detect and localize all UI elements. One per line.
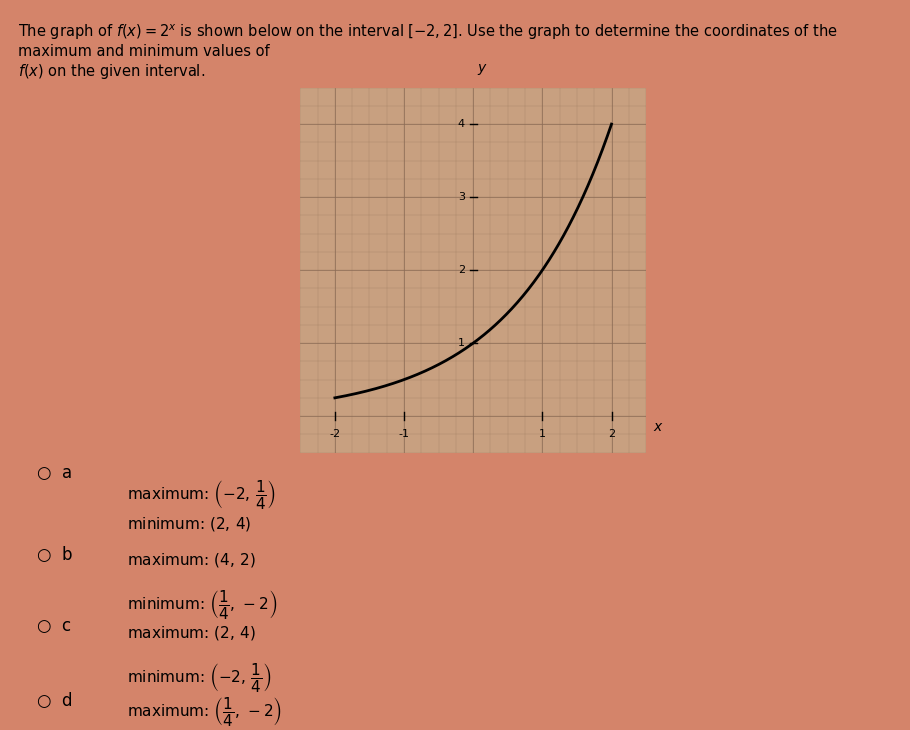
Text: 3: 3 — [458, 192, 465, 202]
Text: $\bigcirc$  c: $\bigcirc$ c — [36, 617, 72, 635]
Text: 2: 2 — [608, 429, 615, 439]
Text: $\bigcirc$  d: $\bigcirc$ d — [36, 690, 73, 710]
Text: $y$: $y$ — [477, 61, 488, 77]
Text: $\bigcirc$  b: $\bigcirc$ b — [36, 544, 73, 564]
Text: 2: 2 — [458, 265, 465, 275]
Text: The graph of $f(x) = 2^x$ is shown below on the interval $[-2, 2]$. Use the grap: The graph of $f(x) = 2^x$ is shown below… — [18, 22, 838, 59]
Text: $f(x)$ on the given interval.: $f(x)$ on the given interval. — [18, 62, 206, 81]
Text: -2: -2 — [329, 429, 340, 439]
Text: minimum: $\left(2,\, 4\right)$: minimum: $\left(2,\, 4\right)$ — [127, 515, 252, 533]
Text: maximum: $\left(-2,\, \dfrac{1}{4}\right)$: maximum: $\left(-2,\, \dfrac{1}{4}\right… — [127, 478, 277, 511]
Text: maximum: $\left(\dfrac{1}{4},\, -2\right)$: maximum: $\left(\dfrac{1}{4},\, -2\right… — [127, 695, 282, 728]
Text: $\bigcirc$  a: $\bigcirc$ a — [36, 464, 72, 482]
Text: minimum: $\left(-2,\, \dfrac{1}{4}\right)$: minimum: $\left(-2,\, \dfrac{1}{4}\right… — [127, 661, 272, 693]
Text: 1: 1 — [458, 338, 465, 348]
Text: -1: -1 — [399, 429, 410, 439]
Text: maximum: $\left(4,\, 2\right)$: maximum: $\left(4,\, 2\right)$ — [127, 551, 257, 569]
Text: $x$: $x$ — [653, 420, 663, 434]
Text: maximum: $\left(2,\, 4\right)$: maximum: $\left(2,\, 4\right)$ — [127, 624, 257, 642]
Text: minimum: $\left(\dfrac{1}{4},\, -2\right)$: minimum: $\left(\dfrac{1}{4},\, -2\right… — [127, 588, 278, 620]
Text: 4: 4 — [458, 119, 465, 129]
Text: 1: 1 — [539, 429, 546, 439]
